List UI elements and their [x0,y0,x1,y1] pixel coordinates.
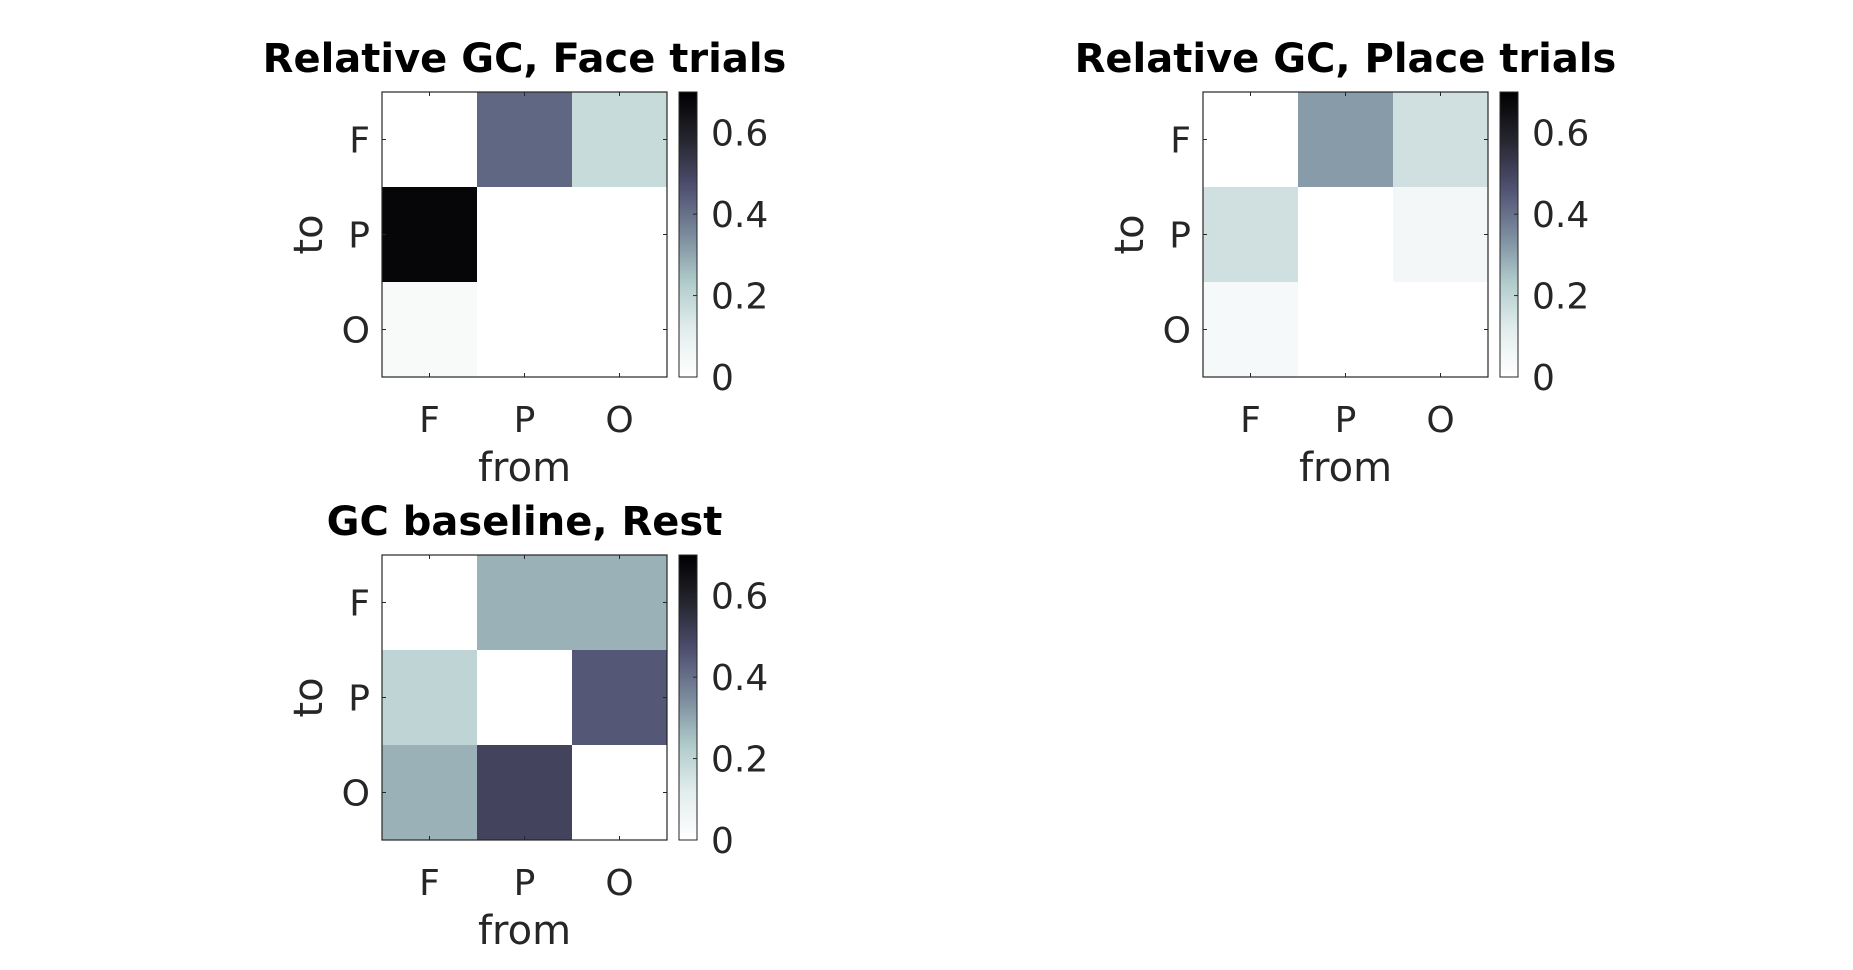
heatmap-cell-P-O [572,650,668,746]
y-axis-label: to [1107,214,1153,254]
x-axis-label: from [478,908,571,954]
heatmap-cell-P-P [477,650,573,746]
heatmap-cell-F-P [477,555,573,651]
heatmap-cell-O-O [1393,282,1489,378]
y-axis-label: to [286,677,332,717]
x-tick-label: F [1240,400,1261,441]
colorbar-tick-label: 0.2 [1532,277,1589,318]
x-tick-label: O [605,400,633,441]
heatmap-cell-O-O [572,282,668,378]
colorbar-tick-label: 0.4 [711,195,768,236]
colorbar-tick-label: 0.6 [711,577,768,618]
heatmap-cell-O-F [1203,282,1299,378]
colorbar-tick-label: 0.4 [1532,195,1589,236]
x-tick-label: O [605,863,633,904]
heatmap-cell-P-O [1393,187,1489,283]
colorbar [678,91,698,378]
heatmap-cell-O-P [1298,282,1394,378]
colorbar-tick-label: 0 [711,821,734,862]
y-tick-label: O [342,311,370,352]
colorbar-tick-label: 0.6 [1532,114,1589,155]
x-tick-label: P [514,400,536,441]
y-tick-label: O [1163,311,1191,352]
chart-title: Relative GC, Face trials [263,36,787,82]
y-tick-label: F [349,584,370,625]
x-tick-label: P [1335,400,1357,441]
heatmap-cell-F-O [1393,92,1489,188]
heatmap-cell-F-F [382,555,478,651]
colorbar-tick-label: 0 [1532,358,1555,399]
colorbar [678,554,698,841]
heatmap-cell-P-F [382,650,478,746]
heatmap-cell-F-P [477,92,573,188]
y-tick-label: F [1170,121,1191,162]
y-axis-label: to [286,214,332,254]
colorbar-tick-label: 0.2 [711,277,768,318]
y-tick-label: P [348,679,370,720]
y-tick-label: F [349,121,370,162]
colorbar-tick-label: 0.2 [711,740,768,781]
heatmap-cell-O-O [572,745,668,841]
colorbar [1499,91,1519,378]
heatmap-cell-O-F [382,745,478,841]
heatmap-cell-P-F [382,187,478,283]
heatmap-cell-F-P [1298,92,1394,188]
heatmap-cell-F-F [1203,92,1299,188]
colorbar-tick-label: 0.6 [711,114,768,155]
heatmap-cell-O-F [382,282,478,378]
heatmap-cell-P-P [477,187,573,283]
x-axis-label: from [478,445,571,491]
chart-title: GC baseline, Rest [327,499,723,545]
heatmap-cell-O-P [477,745,573,841]
x-axis-label: from [1299,445,1392,491]
x-tick-label: P [514,863,536,904]
heatmap-cell-O-P [477,282,573,378]
heatmap-cell-F-F [382,92,478,188]
x-tick-label: O [1426,400,1454,441]
chart-title: Relative GC, Place trials [1075,36,1617,82]
heatmap-cell-F-O [572,555,668,651]
heatmap-cell-F-O [572,92,668,188]
y-tick-label: P [1169,216,1191,257]
heatmap-cell-P-O [572,187,668,283]
heatmap-cell-P-F [1203,187,1299,283]
colorbar-tick-label: 0 [711,358,734,399]
x-tick-label: F [419,863,440,904]
y-tick-label: P [348,216,370,257]
y-tick-label: O [342,774,370,815]
colorbar-tick-label: 0.4 [711,658,768,699]
heatmap-cell-P-P [1298,187,1394,283]
x-tick-label: F [419,400,440,441]
